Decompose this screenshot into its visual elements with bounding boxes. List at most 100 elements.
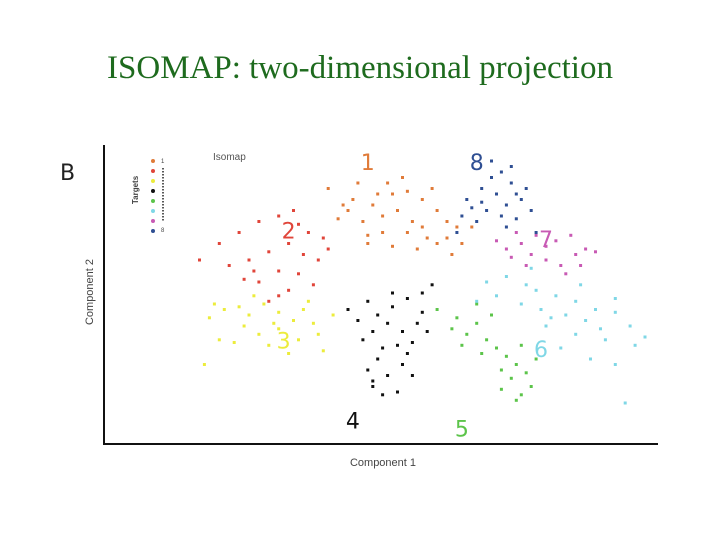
- point-target-5-16: [534, 357, 538, 361]
- point-target-2-20: [242, 277, 246, 281]
- point-target-4-14: [376, 357, 380, 361]
- point-target-8-8: [529, 209, 533, 212]
- point-target-6-18: [539, 308, 543, 311]
- cluster-labels: 1 8 7 2 3 6 4 5: [277, 151, 553, 443]
- point-target-8-1: [480, 187, 484, 190]
- point-target-4-15: [401, 363, 404, 366]
- point-target-8-20: [509, 165, 513, 168]
- point-target-4-25: [391, 291, 394, 295]
- point-target-1-12: [381, 231, 385, 234]
- point-target-2-14: [316, 258, 320, 262]
- x-axis-label: Component 1: [350, 457, 416, 469]
- point-target-1-30: [420, 225, 424, 229]
- point-target-7-1: [504, 247, 508, 251]
- point-target-2-1: [217, 242, 221, 245]
- point-target-1-33: [391, 192, 394, 196]
- point-target-3-10: [242, 324, 246, 328]
- cluster-label-1: 1: [361, 151, 375, 176]
- point-target-6-27: [549, 316, 553, 320]
- point-target-1-3: [405, 189, 409, 193]
- point-target-5-20: [514, 398, 518, 402]
- legend-swatch-5: [151, 199, 155, 203]
- legend-swatch-1: [151, 159, 155, 163]
- point-target-7-15: [524, 264, 528, 267]
- point-target-1-16: [336, 217, 340, 221]
- point-target-2-4: [277, 214, 281, 218]
- point-target-3-17: [252, 294, 256, 298]
- point-target-1-10: [455, 225, 459, 229]
- point-target-6-15: [519, 302, 523, 306]
- point-target-5-6: [504, 354, 508, 358]
- point-target-6-24: [613, 297, 617, 300]
- legend-entry-first: 1: [161, 159, 165, 165]
- legend: Targets 1 8: [131, 159, 165, 234]
- legend-swatch-7: [151, 219, 155, 223]
- point-target-7-4: [544, 258, 548, 262]
- point-target-8-21: [470, 206, 474, 210]
- point-target-1-9: [445, 220, 449, 223]
- point-target-4-11: [381, 346, 385, 350]
- panel-letter: B: [60, 161, 75, 186]
- point-target-3-1: [222, 308, 226, 311]
- point-target-1-0: [326, 187, 330, 190]
- point-target-4-27: [410, 374, 414, 377]
- point-target-3-8: [277, 327, 281, 331]
- point-target-2-24: [301, 253, 305, 256]
- point-target-6-4: [554, 294, 558, 298]
- point-target-6-12: [574, 332, 578, 336]
- point-target-5-8: [524, 371, 528, 375]
- point-target-6-25: [623, 401, 627, 405]
- point-target-4-12: [396, 343, 399, 347]
- point-target-5-19: [475, 302, 479, 306]
- point-target-8-15: [455, 231, 459, 234]
- point-target-3-7: [311, 321, 315, 325]
- point-target-5-12: [499, 368, 503, 372]
- point-target-8-10: [499, 214, 503, 218]
- point-target-8-0: [465, 198, 469, 201]
- point-target-7-9: [544, 244, 548, 248]
- point-target-4-24: [405, 352, 409, 355]
- point-target-5-1: [455, 316, 459, 320]
- cluster-label-2: 2: [282, 220, 296, 245]
- point-target-4-13: [410, 341, 414, 344]
- point-target-4-6: [386, 321, 390, 325]
- point-target-6-1: [504, 275, 508, 278]
- point-target-1-17: [366, 242, 370, 245]
- point-target-4-8: [401, 330, 404, 333]
- point-target-4-5: [420, 310, 424, 314]
- point-target-4-18: [396, 390, 399, 394]
- point-target-8-22: [514, 192, 518, 196]
- point-target-1-23: [376, 192, 380, 196]
- point-target-3-13: [297, 338, 300, 342]
- point-target-3-12: [267, 343, 271, 347]
- point-target-6-0: [485, 280, 489, 284]
- point-target-1-19: [415, 247, 419, 251]
- point-target-7-2: [519, 242, 523, 245]
- point-target-7-13: [579, 264, 583, 267]
- point-target-2-10: [227, 264, 231, 267]
- point-target-7-14: [594, 250, 597, 254]
- point-target-6-2: [524, 283, 528, 287]
- point-target-7-7: [584, 247, 588, 251]
- point-target-1-21: [450, 253, 454, 256]
- point-target-1-5: [371, 203, 375, 207]
- point-target-1-4: [420, 198, 424, 201]
- point-target-7-5: [559, 264, 563, 267]
- point-target-2-19: [311, 283, 315, 287]
- legend-swatch-3: [151, 179, 155, 183]
- point-target-3-0: [207, 316, 211, 320]
- point-target-7-8: [564, 272, 568, 276]
- point-target-6-7: [613, 310, 617, 314]
- cluster-label-3: 3: [277, 330, 291, 355]
- point-target-5-17: [519, 343, 523, 347]
- point-target-2-2: [237, 231, 241, 234]
- point-target-3-14: [316, 332, 320, 336]
- point-target-1-26: [351, 198, 355, 201]
- point-target-4-7: [371, 330, 375, 333]
- point-target-6-13: [603, 338, 607, 342]
- point-target-1-25: [430, 187, 434, 190]
- point-target-3-11: [232, 341, 236, 344]
- point-target-8-13: [460, 214, 464, 218]
- point-target-6-23: [579, 283, 583, 287]
